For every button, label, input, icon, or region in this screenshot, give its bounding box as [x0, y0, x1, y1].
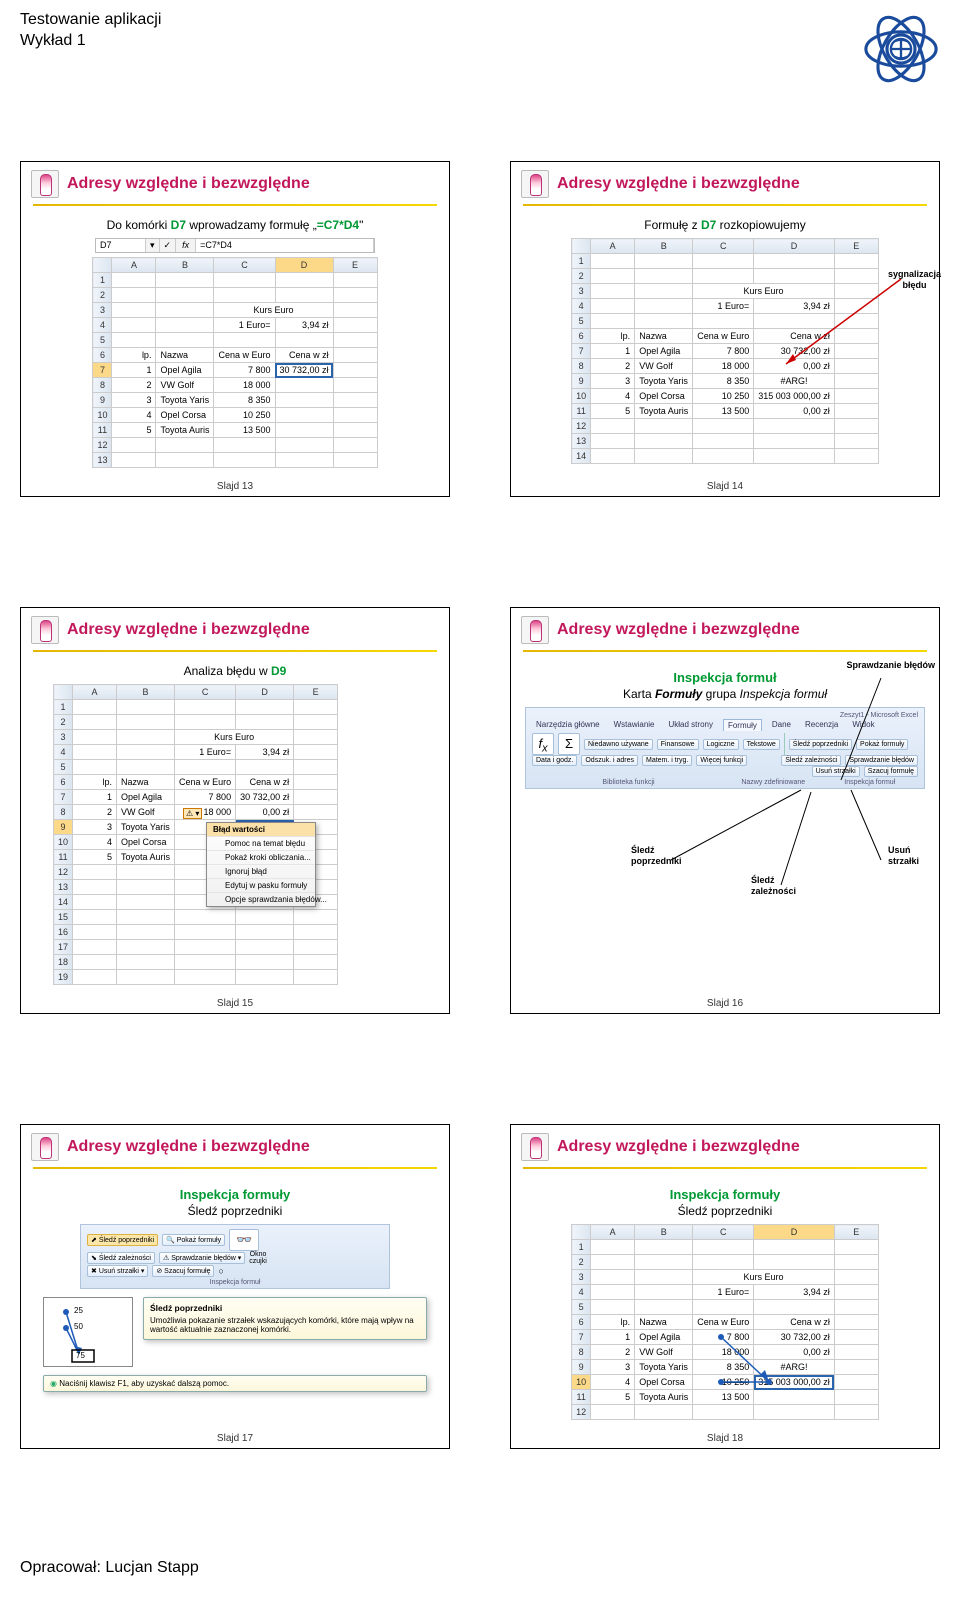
slide17-subtitle2: Śledź poprzedniki [33, 1204, 437, 1218]
formula-value: =C7*D4 [196, 239, 374, 252]
page-footer: Opracował: Lucjan Stapp [20, 1559, 940, 1577]
slide13-subtitle: Do komórki D7 wprowadzamy formułę „=C7*D… [33, 218, 437, 232]
slide-number: Slajd 14 [511, 481, 939, 492]
help-hint: ◉ Naciśnij klawisz F1, aby uzyskać dalsz… [43, 1375, 427, 1392]
slide-number: Slajd 17 [21, 1433, 449, 1444]
slide-14: Adresy względne i bezwzględne Formułę z … [510, 161, 940, 497]
slide-row-1: Adresy względne i bezwzględne Do komórki… [20, 161, 940, 497]
slide14-subtitle: Formułę z D7 rozkopiowujemy [523, 218, 927, 232]
slide-icon [31, 1133, 59, 1161]
menu-item[interactable]: Edytuj w pasku formuły [207, 879, 315, 893]
slide-title: Adresy względne i bezwzględne [557, 175, 929, 193]
slide-icon [31, 170, 59, 198]
annot-spraw: Sprawdzanie błędów [846, 660, 935, 671]
header-line1: Testowanie aplikacji [20, 10, 161, 31]
slide-row-3: Adresy względne i bezwzględne Inspekcja … [20, 1124, 940, 1449]
slide-number: Slajd 13 [21, 481, 449, 492]
slide-number: Slajd 18 [511, 1433, 939, 1444]
annot-sledz-z: Śledź zależności [751, 875, 796, 897]
slide-title: Adresy względne i bezwzględne [557, 621, 929, 639]
slide-icon [31, 616, 59, 644]
fx-label: fx [176, 239, 196, 252]
slide-icon [521, 1133, 549, 1161]
slide-icon [521, 170, 549, 198]
insert-fn-icon[interactable]: fx [532, 733, 554, 755]
slide-row-2: Adresy względne i bezwzględne Analiza bł… [20, 607, 940, 1014]
slide-number: Slajd 16 [511, 998, 939, 1009]
trace-precedents-button[interactable]: ⬈ Śledź poprzedniki [87, 1234, 158, 1246]
annot-usun: Usuń strzałki [888, 845, 919, 867]
slide-icon [521, 616, 549, 644]
spreadsheet-13: ABCDE 1 2 3Kurs Euro 41 Euro=3,94 zł 5 6… [92, 257, 377, 468]
spreadsheet-18: ABCDE 1 2 3Kurs Euro 41 Euro=3,94 zł 5 6… [571, 1224, 879, 1420]
slide-15: Adresy względne i bezwzględne Analiza bł… [20, 607, 450, 1014]
annot-sledz-p: Śledź poprzedniki [631, 845, 682, 867]
menu-item[interactable]: Ignoruj błąd [207, 865, 315, 879]
namebox: D7 [96, 239, 146, 252]
slide-title: Adresy względne i bezwzględne [557, 1138, 929, 1156]
help-icon: ◉ [50, 1379, 57, 1388]
page-header: Testowanie aplikacji Wykład 1 [20, 10, 940, 91]
inspekcja-title: Inspekcja formuł [523, 670, 927, 685]
ribbon-tabs[interactable]: Narzędzia główneWstawianieUkład stronyFo… [532, 719, 918, 731]
slide-13: Adresy względne i bezwzględne Do komórki… [20, 161, 450, 497]
ribbon-audit: ⬈ Śledź poprzedniki 🔍 Pokaż formuły 👓 ⬊ … [80, 1224, 390, 1289]
slide18-subtitle: Inspekcja formuły [523, 1187, 927, 1202]
slide-18: Adresy względne i bezwzględne Inspekcja … [510, 1124, 940, 1449]
autosum-icon[interactable]: Σ [558, 733, 580, 755]
karta-line: Karta Formuły grupa Inspekcja formuł [523, 687, 927, 701]
slide-title: Adresy względne i bezwzględne [67, 621, 439, 639]
watch-window-icon[interactable]: 👓 [229, 1229, 259, 1251]
slide-16: Adresy względne i bezwzględne Sprawdzani… [510, 607, 940, 1014]
slide-number: Slajd 15 [21, 998, 449, 1009]
error-flag-icon[interactable]: ⚠ ▾ [183, 808, 202, 819]
slide-17: Adresy względne i bezwzględne Inspekcja … [20, 1124, 450, 1449]
slide18-subtitle2: Śledź poprzedniki [523, 1204, 927, 1218]
tooltip: Śledź poprzedniki Umożliwia pokazanie st… [143, 1297, 427, 1340]
header-line2: Wykład 1 [20, 31, 161, 52]
slide15-subtitle: Analiza błędu w D9 [33, 664, 437, 678]
error-context-menu[interactable]: Błąd wartości Pomoc na temat błędu Pokaż… [206, 822, 316, 907]
slide-title: Adresy względne i bezwzględne [67, 1138, 439, 1156]
formula-bar: D7 ▾ ✓ fx =C7*D4 [95, 238, 375, 253]
menu-header: Błąd wartości [207, 823, 315, 837]
annot-error: sygnalizacja błędu [888, 269, 941, 291]
slide-title: Adresy względne i bezwzględne [67, 175, 439, 193]
header-text: Testowanie aplikacji Wykład 1 [20, 10, 161, 52]
menu-item[interactable]: Opcje sprawdzania błędów... [207, 893, 315, 906]
logo-icon [862, 10, 940, 91]
menu-item[interactable]: Pomoc na temat błędu [207, 837, 315, 851]
menu-item[interactable]: Pokaż kroki obliczania... [207, 851, 315, 865]
spreadsheet-14: ABCDE 1 2 3Kurs Euro 41 Euro=3,94 zł 5 6… [571, 238, 879, 464]
ribbon: Zeszyt1 - Microsoft Excel Narzędzia głów… [525, 707, 925, 789]
trace-diagram: 25 50 75 [43, 1297, 133, 1367]
slide17-subtitle: Inspekcja formuły [33, 1187, 437, 1202]
